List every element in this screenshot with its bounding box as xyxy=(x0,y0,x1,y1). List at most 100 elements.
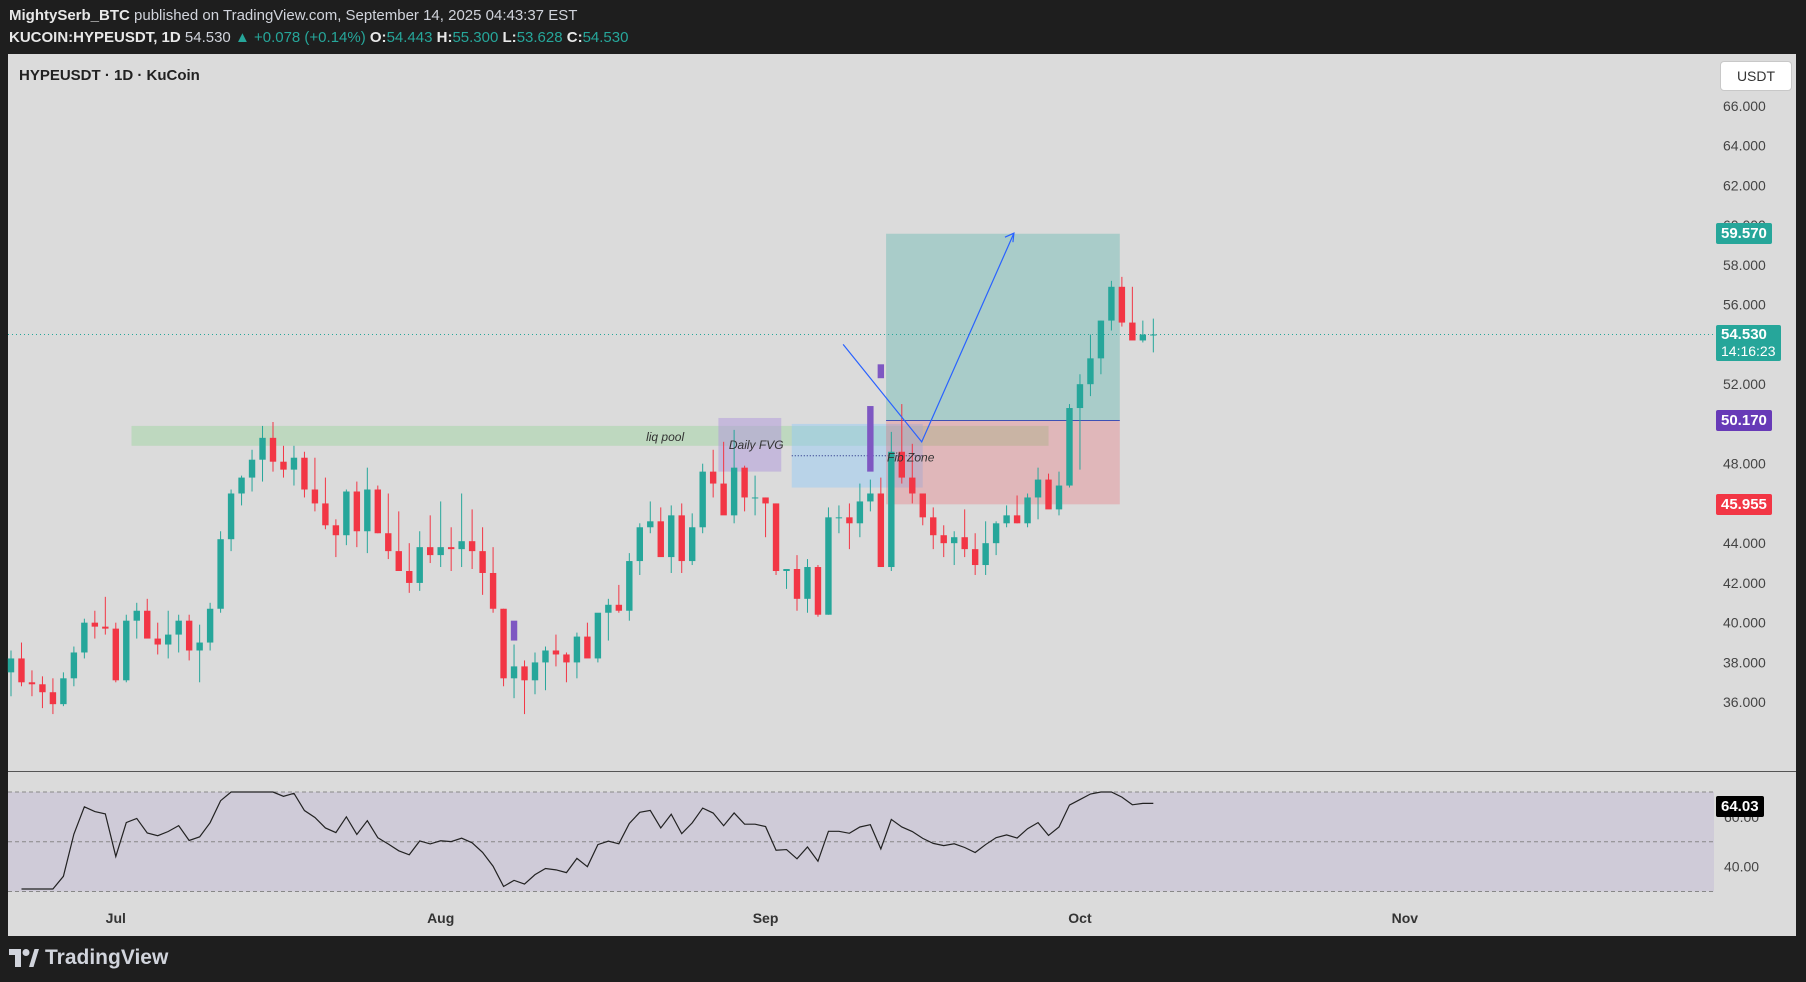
candle xyxy=(1150,318,1157,353)
candle-body xyxy=(374,489,381,534)
high-label: H: xyxy=(436,29,453,46)
candle-body xyxy=(971,549,979,566)
open-value: 54.443 xyxy=(386,29,433,46)
candle-body xyxy=(123,620,130,681)
candle xyxy=(311,457,319,512)
imbalance-candle xyxy=(867,406,874,472)
candle xyxy=(1139,320,1147,343)
candle xyxy=(542,646,549,691)
candle-body xyxy=(217,539,224,609)
candle-body xyxy=(28,682,36,685)
price-tick-label: 58.000 xyxy=(1723,257,1766,273)
currency-button[interactable]: USDT xyxy=(1720,61,1792,91)
candle xyxy=(751,475,759,516)
chart-frame[interactable] xyxy=(8,54,1796,936)
candle-body xyxy=(7,658,15,673)
candle xyxy=(259,425,266,482)
candle xyxy=(709,449,717,498)
candle-body xyxy=(741,467,748,498)
imbalance-candle xyxy=(877,364,885,379)
price-tick-label: 64.000 xyxy=(1723,138,1766,154)
candle xyxy=(102,596,109,635)
rsi-pane xyxy=(8,791,1714,892)
price-change: ▲ +0.078 (+0.14%) xyxy=(234,29,366,46)
candle xyxy=(657,507,664,558)
candle xyxy=(165,610,172,659)
candle-body xyxy=(427,547,434,556)
candle-body xyxy=(689,527,696,562)
candle xyxy=(563,652,570,683)
price-tick-label: 38.000 xyxy=(1723,654,1766,670)
candle xyxy=(626,553,633,621)
publisher-name[interactable]: MightySerb_BTC xyxy=(9,7,130,24)
candle-body xyxy=(175,620,182,635)
candle xyxy=(395,511,402,571)
tradingview-logo[interactable]: TradingView xyxy=(9,946,168,970)
candle-body xyxy=(552,650,560,655)
candle xyxy=(971,533,979,575)
stop-price-label: 45.955 xyxy=(1716,493,1772,515)
candle-body xyxy=(1108,286,1115,321)
candle xyxy=(521,660,528,715)
pane-separator xyxy=(8,771,1796,772)
open-label: O: xyxy=(369,29,387,46)
candle-body xyxy=(280,461,287,470)
candle xyxy=(668,505,675,573)
candle-body xyxy=(678,515,685,562)
candle-body xyxy=(846,517,853,524)
candle xyxy=(647,501,654,534)
liq-pool-zone xyxy=(131,425,1049,446)
candle xyxy=(39,676,46,709)
candle xyxy=(951,531,958,566)
candle-body xyxy=(332,525,340,536)
candle-body xyxy=(206,608,214,643)
candle xyxy=(227,489,235,552)
candle-body xyxy=(458,541,465,550)
candle xyxy=(406,543,413,593)
candle-body xyxy=(1087,358,1094,385)
candle xyxy=(7,650,15,697)
time-tick-label: Oct xyxy=(1068,910,1092,926)
candle-body xyxy=(825,517,832,615)
candle xyxy=(196,624,203,683)
price-tick-label: 48.000 xyxy=(1723,456,1766,472)
candle xyxy=(206,602,214,651)
candle xyxy=(814,565,822,617)
close-label: C: xyxy=(566,29,583,46)
candle-body xyxy=(385,533,392,552)
candle xyxy=(458,493,465,568)
footer-bar xyxy=(0,936,1806,982)
candle-body xyxy=(227,493,235,540)
candle-body xyxy=(185,620,193,651)
candle xyxy=(437,501,444,568)
candle xyxy=(28,670,36,697)
fib-zone-label: Fib Zone xyxy=(887,451,935,465)
candle xyxy=(185,614,193,661)
candle-body xyxy=(343,491,350,536)
candle-body xyxy=(909,477,916,494)
target-price-label: 59.570 xyxy=(1716,223,1772,245)
candle xyxy=(825,507,832,615)
candle xyxy=(992,521,1000,556)
candle xyxy=(1118,276,1126,327)
candle-body xyxy=(144,610,151,639)
candle-body xyxy=(730,467,738,516)
candle xyxy=(144,598,151,639)
candle-body xyxy=(835,517,843,519)
candle-body xyxy=(1034,479,1042,498)
candle xyxy=(154,622,161,655)
candle-body xyxy=(102,626,109,629)
candle-body xyxy=(39,684,46,693)
candle-body xyxy=(762,497,769,504)
price-pane: liq pool Daily FVG Fib Zone xyxy=(7,232,1796,772)
candle xyxy=(70,646,78,687)
candle xyxy=(846,503,853,550)
entry-price-label: 50.170 xyxy=(1716,410,1772,432)
rsi-value-label: 64.03 xyxy=(1716,796,1764,818)
candle-body xyxy=(531,662,539,681)
projection-arrowhead xyxy=(1004,232,1015,243)
candle-body xyxy=(699,471,706,528)
candle xyxy=(762,497,769,538)
candle xyxy=(856,483,864,538)
